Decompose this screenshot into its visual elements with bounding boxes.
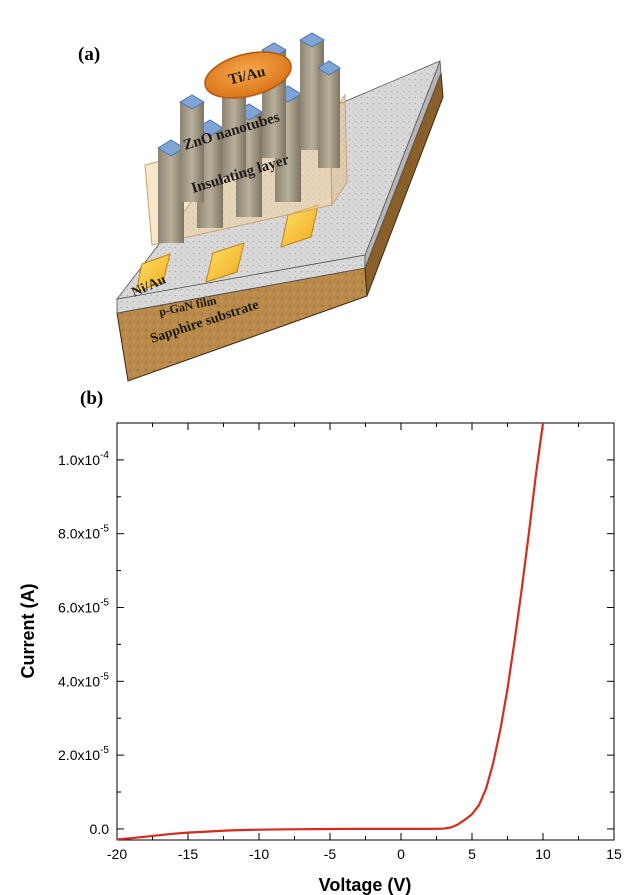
y-tick-labels: 0.0 2.0x10-5 4.0x10-5 6.0x10-5 8.0x10-5 1.0x1… [58,450,109,837]
series-line [116,422,545,841]
panel-b-label: (b) [80,388,104,409]
ni-au-pad [135,253,171,293]
panel-a-label: (a) [78,44,101,65]
x-axis-title: Voltage (V) [319,875,412,895]
x-tick-label: 15 [606,846,622,862]
chart-ticks [116,423,615,840]
x-tick-label: 0 [397,846,405,862]
series-group [116,422,545,841]
y-tick-label: 1.0x10-4 [58,450,109,468]
iv-chart: -20 -15 -10 -5 0 5 10 15 0.0 2.0x10-5 4.0x10-5 6.0… [18,422,622,895]
x-tick-label: -5 [324,846,337,862]
nanotube [157,139,185,243]
x-tick-labels: -20 -15 -10 -5 0 5 10 15 [107,846,622,862]
nanotube [179,94,205,202]
plot-frame [116,422,615,841]
x-tick-label: 5 [468,846,476,862]
ti-au-contact [204,51,292,99]
y-axis-title: Current (A) [18,584,38,679]
y-tick-label: 0.0 [90,821,110,837]
y-tick-label: 2.0x10-5 [58,745,109,763]
y-tick-label: 8.0x10-5 [58,524,109,542]
y-tick-label: 4.0x10-5 [58,671,109,689]
x-tick-label: -10 [249,846,269,862]
x-tick-label: -20 [107,846,127,862]
x-tick-label: -15 [178,846,198,862]
device-schematic: Ti/Au ZnO nanotubes Insulating layer Ni/… [116,32,444,382]
nanotube [317,60,341,168]
y-tick-label: 6.0x10-5 [58,598,109,616]
ni-au-pad [205,242,245,283]
x-tick-label: 10 [535,846,551,862]
